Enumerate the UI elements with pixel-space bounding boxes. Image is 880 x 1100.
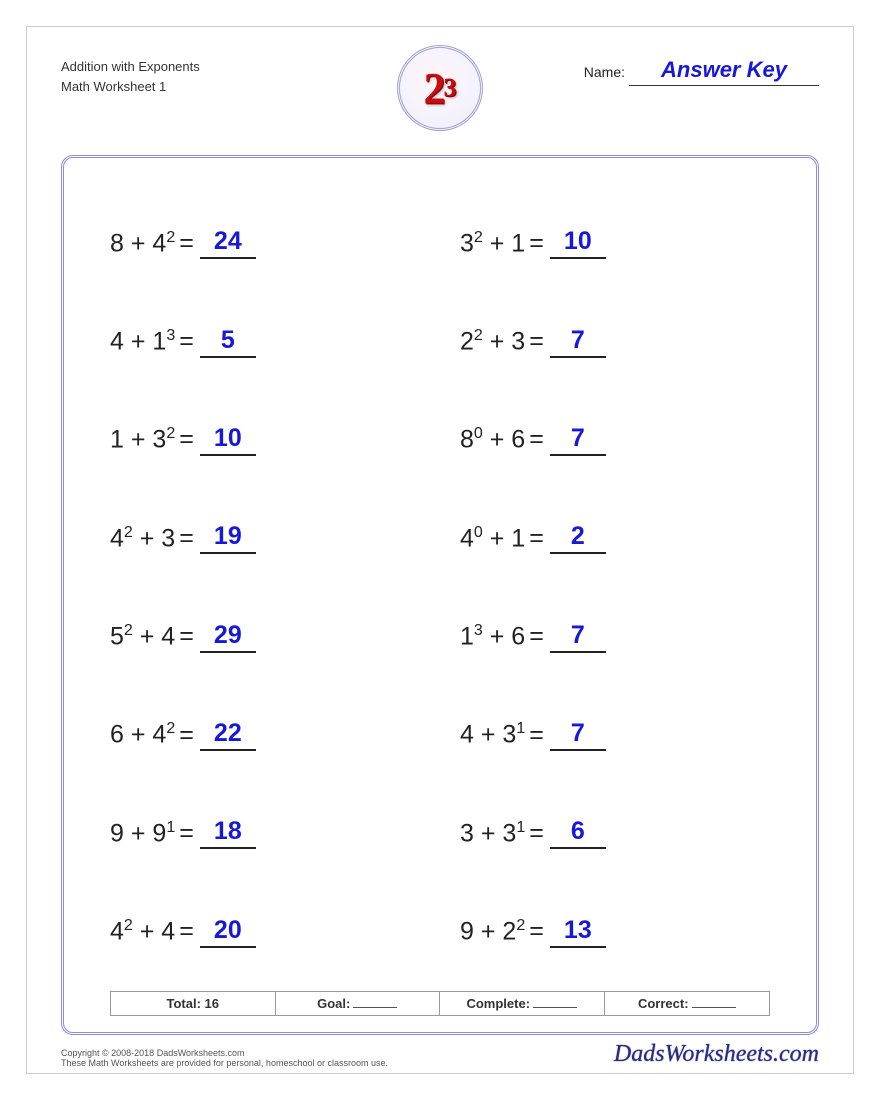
equals-sign: = [529,425,544,454]
problem-10: 13 + 6=7 [460,588,770,686]
equals-sign: = [529,229,544,258]
total-value: 16 [205,996,219,1011]
answer: 6 [550,817,606,849]
name-value: Answer Key [629,57,819,86]
problem-3: 4 + 13=5 [110,292,420,390]
answer: 7 [550,326,606,358]
footer: Copyright © 2008-2018 DadsWorksheets.com… [61,1041,819,1068]
answer: 24 [200,227,256,259]
expression: 80 + 6 [460,425,525,454]
complete-blank [533,1007,577,1008]
expression: 13 + 6 [460,622,525,651]
stats-bar: Total: 16 Goal: Complete: Correct: [110,991,770,1016]
equals-sign: = [179,819,194,848]
answer: 10 [200,424,256,456]
stat-complete: Complete: [440,992,605,1015]
header: Addition with Exponents Math Worksheet 1… [61,57,819,137]
copyright-text: Copyright © 2008-2018 DadsWorksheets.com [61,1048,388,1058]
complete-label: Complete: [466,996,530,1011]
equals-sign: = [179,622,194,651]
expression: 8 + 42 [110,229,175,258]
problems-grid: 8 + 42=2432 + 1=104 + 13=522 + 3=71 + 32… [110,194,770,981]
problem-13: 9 + 91=18 [110,784,420,882]
answer: 2 [550,522,606,554]
problem-16: 9 + 22=13 [460,883,770,981]
footer-note: These Math Worksheets are provided for p… [61,1058,388,1068]
equals-sign: = [179,721,194,750]
equals-sign: = [179,524,194,553]
expression: 6 + 42 [110,720,175,749]
logo-exponent: 3 [444,73,457,103]
total-label: Total: [166,996,200,1011]
answer: 7 [550,621,606,653]
expression: 4 + 31 [460,720,525,749]
worksheet-page: Addition with Exponents Math Worksheet 1… [26,26,854,1074]
equals-sign: = [529,327,544,356]
problem-11: 6 + 42=22 [110,686,420,784]
answer: 7 [550,719,606,751]
stat-total: Total: 16 [111,992,276,1015]
expression: 9 + 91 [110,819,175,848]
answer: 20 [200,916,256,948]
expression: 42 + 3 [110,524,175,553]
title-line-2: Math Worksheet 1 [61,77,200,97]
answer: 10 [550,227,606,259]
expression: 40 + 1 [460,524,525,553]
equals-sign: = [529,917,544,946]
answer: 18 [200,817,256,849]
expression: 22 + 3 [460,327,525,356]
problem-5: 1 + 32=10 [110,391,420,489]
answer: 19 [200,522,256,554]
problem-9: 52 + 4=29 [110,588,420,686]
logo-base: 2 [424,63,446,114]
correct-blank [692,1007,736,1008]
answer: 7 [550,424,606,456]
equals-sign: = [179,917,194,946]
answer: 29 [200,621,256,653]
footer-left: Copyright © 2008-2018 DadsWorksheets.com… [61,1048,388,1068]
brand-logo: DadsWorksheets.com [614,1041,819,1068]
equals-sign: = [529,721,544,750]
equals-sign: = [529,622,544,651]
problem-15: 42 + 4=20 [110,883,420,981]
expression: 52 + 4 [110,622,175,651]
problem-8: 40 + 1=2 [460,489,770,587]
stat-correct: Correct: [605,992,770,1015]
expression: 9 + 22 [460,917,525,946]
name-field: Name: Answer Key [584,57,819,86]
equals-sign: = [529,524,544,553]
equals-sign: = [179,229,194,258]
problem-4: 22 + 3=7 [460,292,770,390]
correct-label: Correct: [638,996,689,1011]
title-line-1: Addition with Exponents [61,57,200,77]
problem-14: 3 + 31=6 [460,784,770,882]
answer: 22 [200,719,256,751]
expression: 3 + 31 [460,819,525,848]
worksheet-meta: Addition with Exponents Math Worksheet 1 [61,57,200,96]
goal-label: Goal: [317,996,350,1011]
problem-frame: 8 + 42=2432 + 1=104 + 13=522 + 3=71 + 32… [61,155,819,1035]
expression: 32 + 1 [460,229,525,258]
answer: 13 [550,916,606,948]
equals-sign: = [179,425,194,454]
expression: 4 + 13 [110,327,175,356]
problem-1: 8 + 42=24 [110,194,420,292]
problem-2: 32 + 1=10 [460,194,770,292]
expression: 1 + 32 [110,425,175,454]
problem-12: 4 + 31=7 [460,686,770,784]
stat-goal: Goal: [276,992,441,1015]
expression: 42 + 4 [110,917,175,946]
name-label: Name: [584,64,625,80]
exponent-logo-icon: 23 [397,45,483,131]
answer: 5 [200,326,256,358]
equals-sign: = [179,327,194,356]
goal-blank [353,1007,397,1008]
problem-7: 42 + 3=19 [110,489,420,587]
problem-6: 80 + 6=7 [460,391,770,489]
equals-sign: = [529,819,544,848]
